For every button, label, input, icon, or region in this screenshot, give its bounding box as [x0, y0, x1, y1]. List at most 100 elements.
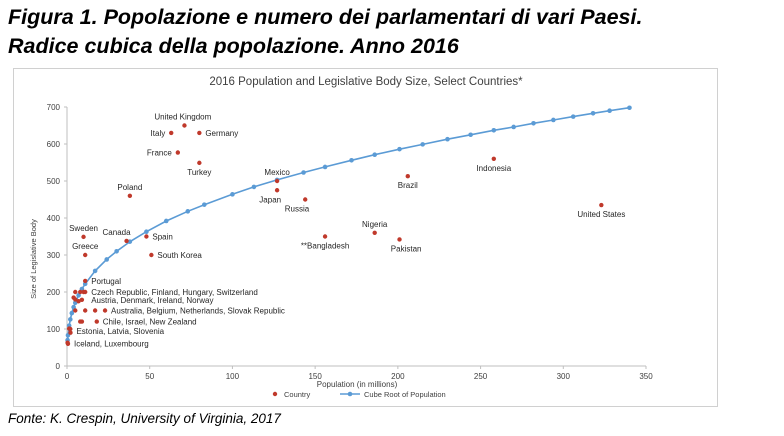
cube-root-point	[551, 117, 556, 123]
x-tick-label: 200	[391, 372, 405, 381]
country-point	[82, 252, 88, 258]
cube-root-point	[71, 304, 76, 310]
country-point	[102, 308, 108, 313]
country-label: Portugal	[91, 277, 121, 286]
cube-root-point	[607, 108, 612, 113]
cube-root-point	[92, 268, 98, 274]
cube-root-point	[397, 146, 402, 152]
country-label: United Kingdom	[154, 113, 211, 122]
chart-title: 2016 Population and Legislative Body Siz…	[209, 76, 523, 88]
country-label: Indonesia	[476, 164, 511, 173]
axes: 0 50 100 150 200 250 300 350 0 100 200 300 400 500 600…	[47, 103, 654, 381]
country-point	[76, 299, 81, 304]
y-tick-label: 600	[47, 140, 61, 149]
country-point	[81, 234, 86, 240]
country-label: Russia	[285, 205, 310, 214]
country-label: Brazil	[398, 181, 418, 190]
country-point	[599, 202, 604, 208]
country-point	[78, 289, 83, 295]
cube-root-point	[76, 293, 81, 298]
country-label: Australia, Belgium, Netherlands, Slovak …	[111, 307, 285, 316]
cube-root-point	[163, 218, 169, 224]
x-tick-label: 0	[65, 372, 70, 381]
country-point	[73, 289, 78, 295]
x-tick-label: 350	[639, 372, 653, 381]
cube-root-point	[491, 128, 497, 133]
legend-curve-label: Cube Root of Population	[364, 390, 446, 399]
country-point	[175, 150, 181, 155]
country-label: Mexico	[264, 168, 290, 177]
country-label: Nigeria	[362, 220, 388, 229]
country-label: Italy	[151, 129, 166, 138]
cube-root-point	[202, 202, 207, 207]
country-point	[322, 234, 328, 239]
y-tick-label: 300	[47, 251, 61, 260]
cube-root-line	[66, 106, 630, 341]
cube-root-point	[114, 249, 119, 254]
country-point	[144, 234, 149, 239]
country-point	[82, 278, 88, 284]
cube-root-point	[68, 317, 73, 322]
country-point	[491, 156, 497, 161]
cube-root-point	[531, 120, 536, 126]
cube-root-point	[104, 257, 110, 262]
country-point	[94, 319, 99, 324]
x-tick-label: 150	[308, 372, 322, 381]
y-tick-label: 0	[56, 362, 61, 371]
country-label: Spain	[152, 233, 172, 242]
country-points	[65, 123, 604, 346]
figure-title-line-1: Figura 1. Popolazione e numero dei parla…	[8, 5, 643, 29]
country-label: United States	[577, 210, 625, 219]
cube-root-point	[468, 132, 473, 138]
country-point	[149, 252, 154, 258]
country-point	[82, 308, 88, 313]
figure-title-line-2: Radice cubica della popolazione. Anno 20…	[8, 34, 459, 58]
country-point	[303, 197, 308, 202]
chart-frame: 2016 Population and Legislative Body Siz…	[13, 68, 718, 407]
country-label: Turkey	[187, 168, 211, 177]
country-point	[79, 297, 85, 302]
figure-title: Figura 1. Popolazione e numero dei parla…	[8, 3, 780, 61]
country-point	[82, 289, 88, 295]
country-labels: United Kingdom Italy Germany France Turkey Po…	[69, 113, 625, 349]
country-label: Greece	[72, 242, 99, 251]
country-label: Japan	[259, 195, 281, 204]
country-label: Pakistan	[391, 244, 422, 253]
x-tick-label: 300	[557, 372, 571, 381]
cube-root-point	[230, 192, 235, 197]
y-tick-label: 500	[47, 177, 61, 186]
y-tick-label: 400	[47, 214, 61, 223]
country-point	[197, 130, 202, 136]
cube-root-point	[301, 170, 306, 175]
cube-root-point	[627, 105, 632, 111]
country-point	[73, 308, 78, 313]
country-label: Austria, Denmark, Ireland, Norway	[91, 296, 213, 305]
country-label: Chile, Israel, New Zealand	[103, 318, 197, 327]
country-label: Poland	[117, 183, 142, 192]
country-label: Sweden	[69, 224, 98, 233]
y-axis-label: Size of Legislative Body	[29, 219, 38, 299]
country-label: France	[147, 149, 172, 158]
cube-root-point	[590, 110, 596, 116]
country-point	[73, 297, 78, 302]
legend-country-label: Country	[284, 390, 311, 399]
country-label: South Korea	[157, 251, 202, 260]
cube-root-point	[511, 124, 516, 130]
country-point	[405, 173, 410, 179]
legend-curve-marker	[347, 391, 353, 397]
country-point	[68, 330, 73, 335]
cube-root-point	[445, 136, 450, 142]
x-tick-label: 100	[226, 372, 240, 381]
country-label: **Bangladesh	[301, 242, 349, 251]
country-point	[169, 130, 174, 136]
chart-legend: Country Cube Root of Population	[272, 390, 446, 399]
cube-root-point	[185, 209, 191, 214]
x-axis-label: Population (in millions)	[317, 380, 398, 389]
x-tick-label: 50	[145, 372, 154, 381]
country-point	[182, 123, 187, 128]
country-label: Canada	[103, 228, 132, 237]
y-tick-label: 700	[47, 103, 61, 112]
cube-root-point	[69, 310, 75, 316]
x-tick-label: 250	[474, 372, 488, 381]
y-tick-label: 100	[47, 325, 61, 334]
